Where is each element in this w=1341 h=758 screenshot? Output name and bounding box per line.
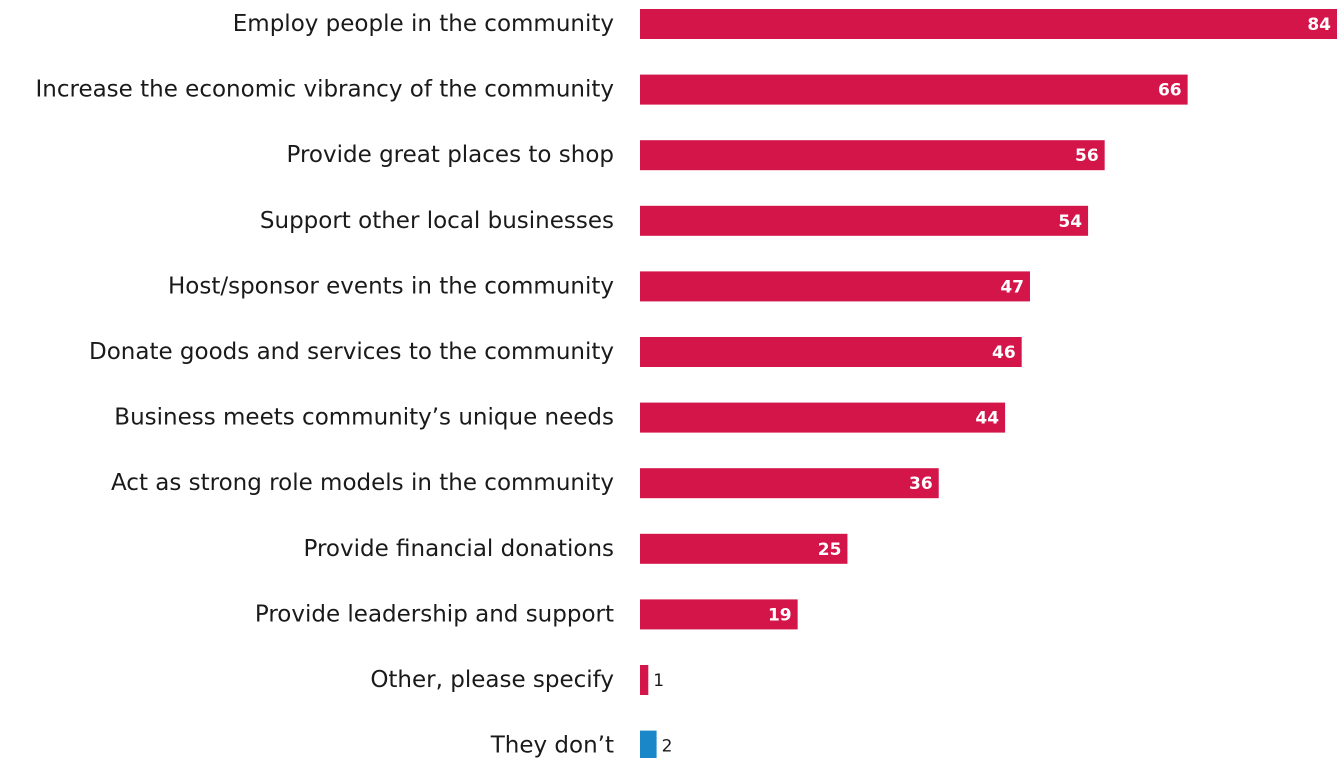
- bar: [640, 337, 1022, 367]
- category-label: Host/sponsor events in the community: [168, 273, 614, 299]
- bar: [640, 402, 1006, 433]
- category-label: Other, please specify: [370, 667, 614, 693]
- bar: [640, 665, 649, 695]
- category-label: Provide financial donations: [304, 536, 615, 562]
- value-label: 25: [818, 540, 842, 560]
- category-label: Increase the economic vibrancy of the co…: [35, 77, 614, 103]
- category-label: Act as strong role models in the communi…: [111, 470, 614, 496]
- bar: [640, 730, 657, 758]
- value-label: 47: [1000, 277, 1024, 297]
- category-label: Business meets community’s unique needs: [114, 405, 614, 431]
- value-label: 19: [768, 605, 792, 625]
- bar: [640, 271, 1030, 302]
- category-label: Provide great places to shop: [287, 142, 614, 168]
- value-label: 66: [1158, 81, 1182, 101]
- bar: [640, 599, 798, 630]
- bar: [640, 468, 939, 499]
- category-label: Donate goods and services to the communi…: [89, 339, 614, 365]
- value-label: 46: [992, 343, 1016, 363]
- value-label: 54: [1058, 212, 1082, 232]
- value-label: 2: [662, 737, 673, 757]
- value-label: 44: [975, 409, 999, 429]
- category-label: They don’t: [490, 733, 614, 758]
- bar: [640, 140, 1105, 171]
- value-label: 84: [1307, 15, 1331, 35]
- category-label: Provide leadership and support: [255, 601, 614, 627]
- bar: [640, 533, 848, 564]
- category-label: Support other local businesses: [260, 208, 614, 234]
- bar: [640, 74, 1188, 105]
- category-label: Employ people in the community: [233, 11, 614, 37]
- bar: [640, 9, 1337, 39]
- value-label: 36: [909, 474, 933, 494]
- value-label: 1: [653, 671, 664, 691]
- value-label: 56: [1075, 146, 1099, 166]
- bar: [640, 205, 1089, 236]
